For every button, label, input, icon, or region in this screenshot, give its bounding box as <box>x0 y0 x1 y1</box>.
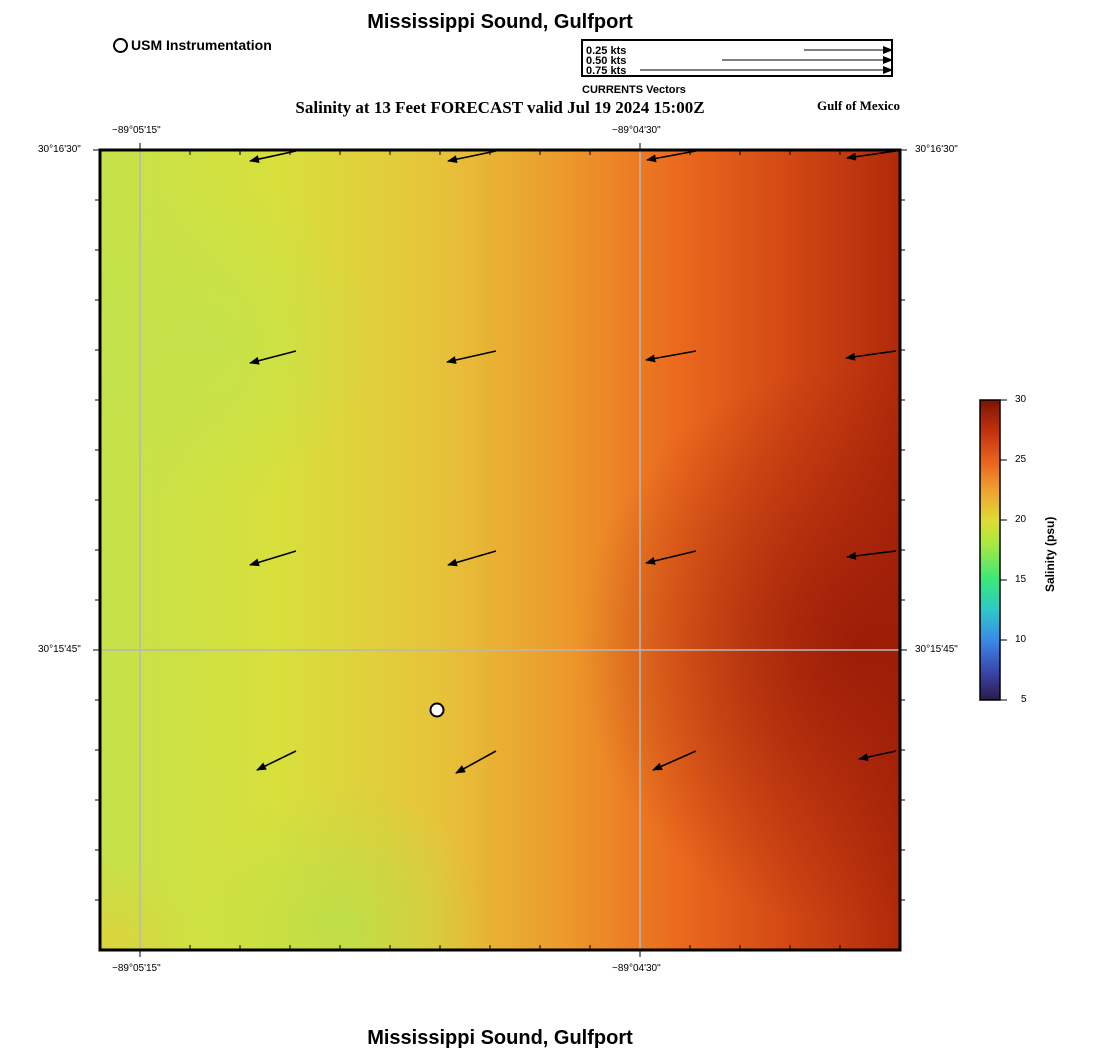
current-vector <box>249 350 297 365</box>
lat-tick-left-2: 30°15'45" <box>38 644 81 655</box>
lon-tick-bottom-2: −89°04'30" <box>612 963 661 974</box>
instrument-legend-label: USM Instrumentation <box>131 37 272 53</box>
lon-tick-bottom-1: −89°05'15" <box>112 963 161 974</box>
map-title: Mississippi Sound, Gulfport <box>367 11 633 33</box>
lon-tick-top-2: −89°04'30" <box>612 125 661 136</box>
current-vector <box>447 550 497 567</box>
colorbar <box>979 399 1007 701</box>
usm-instrument-station-marker <box>429 702 445 718</box>
current-vectors <box>249 150 897 774</box>
map-footer-title: Mississippi Sound, Gulfport <box>367 1027 633 1049</box>
current-vector <box>249 550 297 567</box>
colorbar-tick-10: 10 <box>1015 634 1027 645</box>
region-label: Gulf of Mexico <box>816 98 900 113</box>
vector-scale-label-1: 0.25 kts <box>586 45 627 57</box>
current-vector <box>846 550 897 560</box>
vector-caption: CURRENTS Vectors <box>582 84 686 96</box>
current-vector <box>652 750 697 771</box>
station-marker-icon <box>113 37 128 53</box>
current-vector <box>446 350 497 364</box>
current-vector <box>646 150 697 163</box>
current-vector <box>858 750 897 762</box>
frame-ticks <box>93 143 907 957</box>
map-subtitle: Salinity at 13 Feet FORECAST valid Jul 1… <box>295 98 705 117</box>
current-vector <box>256 750 297 771</box>
current-vector <box>645 550 697 565</box>
salinity-field <box>100 150 900 950</box>
vector-scale-label-3: 0.75 kts <box>586 65 627 77</box>
current-vector <box>447 150 497 164</box>
colorbar-tick-5: 5 <box>1021 694 1027 705</box>
colorbar-tick-20: 20 <box>1015 514 1027 525</box>
current-vector <box>645 350 697 363</box>
lon-tick-top-1: −89°05'15" <box>112 125 161 136</box>
graticule <box>100 150 900 950</box>
current-vector <box>845 350 897 361</box>
colorbar-tick-15: 15 <box>1015 574 1027 585</box>
colorbar-tick-25: 25 <box>1015 454 1027 465</box>
vector-scale-label-2: 0.50 kts <box>586 55 627 67</box>
colorbar-tick-30: 30 <box>1015 394 1027 405</box>
lat-tick-right-2: 30°15'45" <box>915 644 958 655</box>
instrument-legend: USM Instrumentation <box>113 37 272 53</box>
current-vector <box>846 150 897 161</box>
current-vector <box>249 150 297 163</box>
lat-tick-right-1: 30°16'30" <box>915 144 958 155</box>
lat-tick-left-1: 30°16'30" <box>38 144 81 155</box>
current-vector <box>455 750 497 774</box>
vector-scale-arrows <box>640 46 893 74</box>
